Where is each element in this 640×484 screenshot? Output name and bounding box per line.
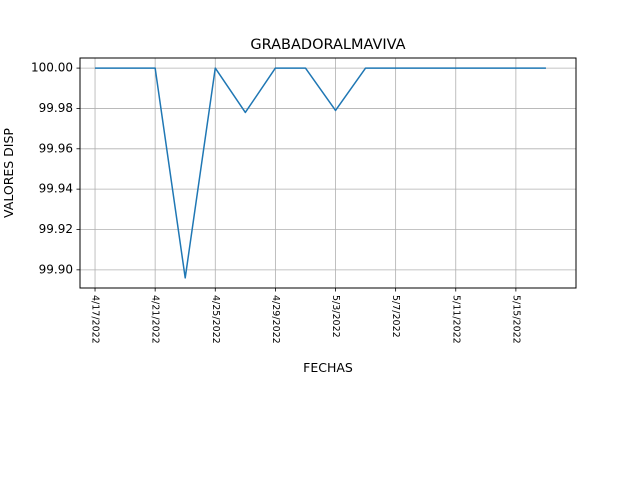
y-tick-label: 100.00 [31, 61, 73, 75]
y-tick-label: 99.96 [39, 141, 73, 155]
x-tick-label: 5/3/2022 [330, 295, 341, 338]
x-tick-label: 5/15/2022 [510, 295, 521, 344]
x-tick-label: 5/11/2022 [450, 295, 461, 344]
x-tick-label: 4/25/2022 [210, 295, 221, 344]
y-axis-label: VALORES DISP [1, 128, 16, 218]
y-tick-label: 99.94 [39, 182, 73, 196]
y-tick-label: 99.98 [39, 101, 73, 115]
y-tick-label: 99.90 [39, 262, 73, 276]
x-axis-label: FECHAS [303, 360, 353, 375]
x-tick-label: 4/29/2022 [270, 295, 281, 344]
x-tick-label: 4/17/2022 [90, 295, 101, 344]
x-tick-label: 4/21/2022 [150, 295, 161, 344]
y-tick-label: 99.92 [39, 222, 73, 236]
chart-title: GRABADORALMAVIVA [250, 37, 405, 53]
x-tick-label: 5/7/2022 [390, 295, 401, 338]
